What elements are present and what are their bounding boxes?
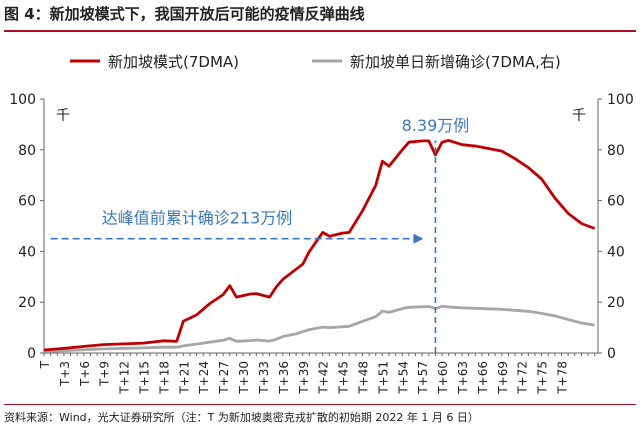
footer-rule: [4, 404, 636, 405]
y-left-tick-label: 80: [18, 143, 36, 159]
y-right-tick-label: 40: [607, 244, 625, 260]
chart-lines: [43, 138, 596, 353]
y-right-tick-label: 20: [607, 295, 625, 311]
title-rule: [4, 30, 636, 32]
y-left-tick-label: 60: [18, 194, 36, 210]
y-right-unit: 千: [572, 108, 586, 124]
x-tick-label: T+42: [317, 361, 331, 395]
x-tick-label: T+12: [118, 361, 132, 395]
y-right-tick-label: 100: [607, 92, 634, 108]
x-tick-label: T+78: [556, 361, 570, 395]
x-tick-label: T+15: [138, 361, 152, 395]
x-tick-label: T+45: [337, 361, 351, 395]
y-left-tick-label: 40: [18, 244, 36, 260]
x-tick-label: T+72: [516, 361, 530, 395]
x-tick-label: T+21: [177, 361, 191, 395]
x-tick-label: T: [38, 360, 52, 369]
x-tick-label: T+24: [197, 361, 211, 395]
series-line-singapore-model: [43, 138, 596, 352]
y-right-tick-label: 60: [607, 194, 625, 210]
y-left-tick-label: 0: [27, 346, 36, 362]
x-tick-label: T+9: [98, 361, 112, 387]
legend-label: 新加坡单日新增确诊(7DMA,右): [350, 53, 561, 71]
x-tick-label: T+18: [157, 361, 171, 395]
series-line-daily-cases: [43, 304, 595, 353]
x-tick-label: T+54: [396, 361, 410, 395]
y-right-tick-label: 0: [607, 346, 616, 362]
chart-axes: 0 20 40 60 80 100 0 20 40 60 80 100 千 千 T T+3 T+6 T+9 T+12…: [9, 92, 633, 395]
x-tick-label: T+36: [277, 361, 291, 395]
x-tick-label: T+57: [416, 361, 430, 395]
y-right-tick-label: 80: [607, 143, 625, 159]
x-tick-label: T+30: [237, 361, 251, 395]
x-tick-label: T+60: [436, 361, 450, 395]
source-note: 资料来源：Wind，光大证券研究所（注：T 为新加坡奥密克戎扩散的初始期 202…: [4, 411, 479, 424]
x-tick-label: T+6: [78, 361, 92, 387]
y-left-unit: 千: [56, 108, 70, 124]
legend-label: 新加坡模式(7DMA): [108, 53, 239, 71]
peak-annotation-label: 8.39万例: [402, 116, 470, 135]
x-tick-label: T+75: [536, 361, 550, 395]
cumulative-annotation-label: 达峰值前累计确诊213万例: [102, 209, 293, 228]
x-tick-label: T+66: [476, 361, 490, 395]
cumulative-arrow-head: [413, 233, 424, 244]
y-left-tick-label: 20: [18, 295, 36, 311]
x-tick-label: T+33: [257, 361, 271, 395]
x-tick-label: T+3: [58, 361, 72, 387]
figure-title: 图 4：新加坡模式下，我国开放后可能的疫情反弹曲线: [4, 5, 365, 23]
x-tick-label: T+39: [297, 361, 311, 395]
x-tick-label: T+51: [376, 361, 390, 395]
y-left-tick-label: 100: [9, 92, 36, 108]
x-tick-label: T+48: [356, 361, 370, 395]
x-tick-label: T+69: [496, 361, 510, 395]
x-tick-label: T+27: [217, 361, 231, 395]
x-tick-label: T+63: [456, 361, 470, 395]
chart-legend: 新加坡模式(7DMA) 新加坡单日新增确诊(7DMA,右): [70, 53, 561, 71]
